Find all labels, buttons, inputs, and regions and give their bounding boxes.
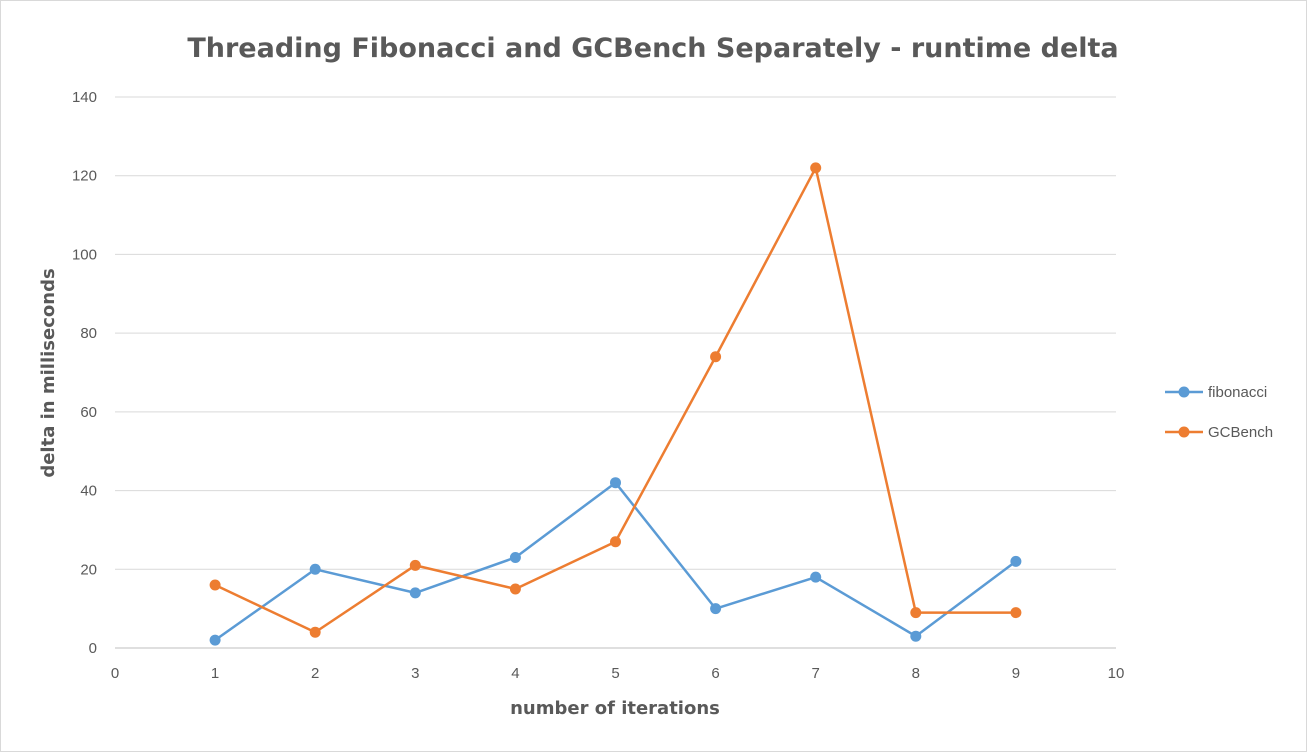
x-tick-label: 7	[812, 665, 820, 682]
data-point-GCBench	[810, 162, 822, 174]
x-tick-label: 4	[511, 665, 519, 682]
data-point-GCBench	[1010, 607, 1022, 619]
legend-marker-GCBench	[1178, 426, 1190, 438]
x-tick-label: 6	[711, 665, 719, 682]
series-line-fibonacci	[213, 481, 1018, 642]
series-GCBench	[209, 162, 1022, 638]
x-tick-label: 3	[411, 665, 419, 682]
data-point-fibonacci	[710, 603, 722, 615]
y-tick-label: 60	[80, 404, 97, 421]
data-point-GCBench	[309, 626, 321, 638]
legend: fibonacci GCBench	[1165, 384, 1273, 441]
y-tick-label: 40	[80, 483, 97, 500]
data-point-GCBench	[710, 351, 722, 363]
data-point-fibonacci	[910, 630, 922, 642]
series-fibonacci	[209, 477, 1022, 646]
y-tick-label: 20	[80, 561, 97, 578]
x-tick-label: 10	[1108, 665, 1125, 682]
legend-item-fibonacci: fibonacci	[1165, 384, 1267, 401]
data-point-fibonacci	[1010, 555, 1022, 567]
gridlines	[115, 96, 1116, 570]
x-tick-label: 2	[311, 665, 319, 682]
x-tick-label: 0	[111, 665, 119, 682]
tick-labels: 0 20 40 60 80 100 120 140 0 1 2 3 4 5 6 7 8 9 10	[72, 89, 1124, 682]
y-tick-label: 80	[80, 325, 97, 342]
legend-label-fibonacci: fibonacci	[1208, 384, 1267, 401]
data-point-fibonacci	[209, 634, 221, 646]
x-tick-label: 1	[211, 665, 219, 682]
x-tick-label: 9	[1012, 665, 1020, 682]
data-point-GCBench	[209, 579, 221, 591]
y-tick-label: 120	[72, 168, 97, 185]
data-point-GCBench	[910, 607, 922, 619]
data-point-GCBench	[610, 536, 621, 548]
data-point-GCBench	[409, 559, 421, 571]
data-point-GCBench	[509, 583, 521, 595]
data-point-fibonacci	[810, 571, 822, 583]
data-point-fibonacci	[610, 477, 621, 489]
series-line-GCBench	[213, 166, 1018, 634]
chart-title: Threading Fibonacci and GCBench Separate…	[187, 33, 1118, 64]
x-tick-label: 5	[611, 665, 619, 682]
x-axis-title: number of iterations	[510, 698, 720, 719]
data-point-fibonacci	[409, 587, 421, 599]
data-point-fibonacci	[509, 551, 521, 563]
y-tick-label: 100	[72, 246, 97, 263]
data-point-fibonacci	[309, 563, 321, 575]
legend-label-GCBench: GCBench	[1208, 424, 1273, 441]
y-tick-label: 140	[72, 89, 97, 106]
y-tick-label: 0	[89, 640, 97, 657]
y-axis-title: delta in milliseconds	[38, 268, 59, 477]
x-tick-label: 8	[912, 665, 920, 682]
legend-item-GCBench: GCBench	[1165, 424, 1273, 441]
legend-marker-fibonacci	[1178, 386, 1190, 398]
data-series	[209, 162, 1022, 646]
